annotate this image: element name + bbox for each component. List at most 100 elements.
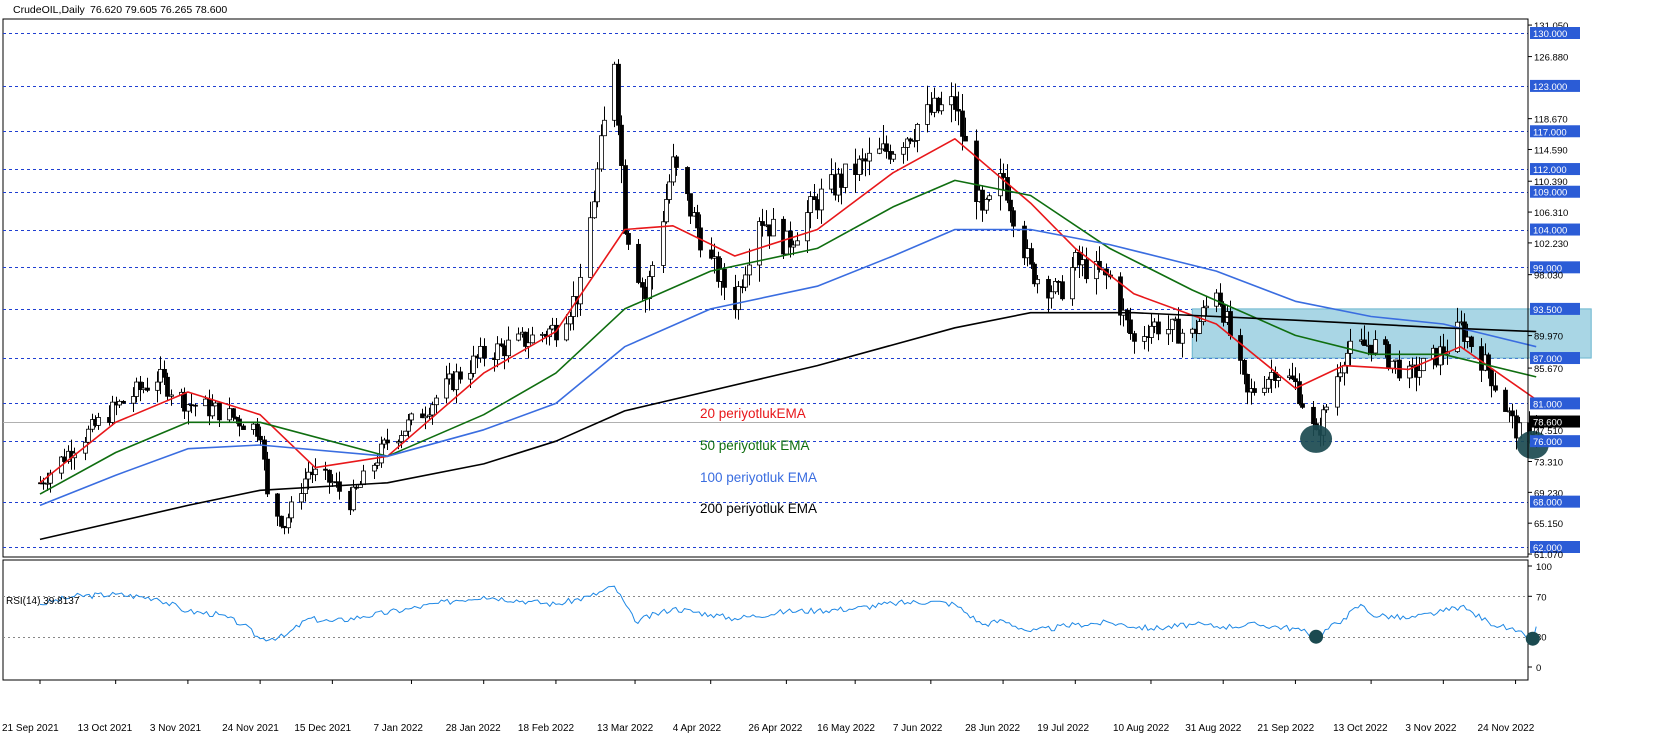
symbol-label: CrudeOIL,Daily: [13, 4, 86, 16]
candle-up: [516, 333, 521, 341]
candle-up: [444, 378, 449, 399]
candle-up: [375, 462, 380, 466]
level-badge-text: 62.000: [1533, 543, 1562, 554]
candle-up: [905, 138, 910, 148]
candle-up: [1262, 387, 1267, 393]
candle-up: [1465, 336, 1470, 342]
candle-up: [186, 404, 191, 412]
candle-up: [791, 244, 796, 248]
candle-up: [1421, 357, 1426, 372]
candle-up: [915, 124, 920, 141]
candle-up: [526, 342, 531, 347]
level-badge: [1530, 541, 1580, 553]
candle-down: [695, 212, 700, 229]
rsi-label: RSI(14) 39.8137: [6, 596, 80, 607]
candle-up: [843, 163, 848, 188]
candle-down: [1489, 369, 1494, 387]
rsi-panel-frame: [2, 559, 1529, 681]
candle-up: [372, 464, 377, 472]
candle-down: [282, 525, 287, 529]
candle-down: [1242, 359, 1247, 375]
candle-up: [379, 443, 384, 464]
candle-down: [258, 435, 263, 441]
level-badge-text: 99.000: [1533, 263, 1562, 274]
candle-down: [839, 173, 844, 188]
candle-down: [636, 243, 641, 283]
candle-down: [1486, 354, 1491, 371]
candle-up: [1025, 248, 1030, 259]
ema-legend: 20 periyotlukEMA 50 periyotluk EMA 100 per…: [700, 406, 817, 516]
candle-down: [1176, 318, 1181, 344]
level-badge: [1530, 261, 1580, 274]
candle-up: [1204, 305, 1209, 309]
candle-up: [1338, 372, 1343, 378]
candle-down: [420, 413, 425, 419]
time-tick-label: 21 Sep 2021: [2, 723, 59, 734]
candle-up: [227, 408, 232, 421]
candle-down: [974, 140, 979, 202]
price-tick-label: 77.510: [1534, 426, 1563, 437]
candle-up: [213, 402, 218, 407]
candle-up: [409, 413, 414, 421]
candle-down: [217, 402, 222, 421]
candle-down: [619, 124, 624, 166]
candle-up: [1276, 377, 1281, 381]
level-badge: [1530, 163, 1580, 176]
time-tick-label: 21 Sep 2022: [1257, 723, 1314, 734]
candle-down: [767, 224, 772, 237]
candle-up: [468, 372, 473, 380]
candle-up: [506, 339, 511, 357]
candle-down: [1005, 177, 1010, 201]
level-badge: [1530, 223, 1580, 236]
candle-down: [1032, 263, 1037, 285]
candle-down: [1022, 225, 1027, 259]
candle-up: [430, 404, 435, 416]
rsi-marker: [1309, 629, 1324, 644]
candle-down: [1132, 333, 1137, 342]
candle-down: [1469, 336, 1474, 347]
candle-down: [62, 456, 67, 462]
candle-down: [502, 345, 507, 357]
candle-down: [953, 96, 958, 110]
candle-down: [193, 404, 198, 407]
candle-up: [45, 482, 50, 485]
ema-line-1: [39, 138, 1537, 484]
candle-down: [980, 189, 985, 211]
candle-up: [1053, 281, 1058, 293]
candle-down: [241, 425, 246, 430]
time-tick-label: 28 Jan 2022: [446, 723, 501, 734]
candle-up: [399, 435, 404, 442]
candle-down: [1060, 281, 1065, 300]
rsi-tick-label: 70: [1536, 592, 1547, 603]
level-badge-text: 93.500: [1533, 305, 1562, 316]
candle-up: [423, 415, 428, 419]
price-tick-label: 131.050: [1534, 21, 1568, 32]
candle-down: [162, 368, 167, 378]
candle-down: [354, 486, 359, 489]
candle-down: [1228, 311, 1233, 336]
time-tick-label: 3 Nov 2021: [150, 723, 202, 734]
candle-up: [48, 472, 53, 484]
level-badge: [1530, 125, 1580, 138]
support-marker: [1300, 424, 1333, 453]
time-tick-label: 19 Jul 2022: [1037, 723, 1089, 734]
candle-up: [1094, 260, 1099, 280]
candle-down: [1510, 410, 1515, 417]
candle-up: [1197, 321, 1202, 334]
candle-down: [616, 63, 621, 126]
level-badge-text: 109.000: [1533, 188, 1567, 199]
candle-down: [385, 439, 390, 444]
candle-up: [1324, 406, 1329, 411]
candle-down: [1252, 388, 1257, 393]
price-tick-label: 110.390: [1534, 177, 1568, 188]
candle-down: [863, 158, 868, 162]
candle-down: [234, 416, 239, 420]
candle-up: [299, 493, 304, 503]
candle-down: [482, 345, 487, 359]
candle-up: [210, 405, 215, 417]
rsi-marker: [1525, 631, 1540, 646]
candle-up: [1149, 325, 1154, 338]
candle-up: [1266, 378, 1271, 389]
